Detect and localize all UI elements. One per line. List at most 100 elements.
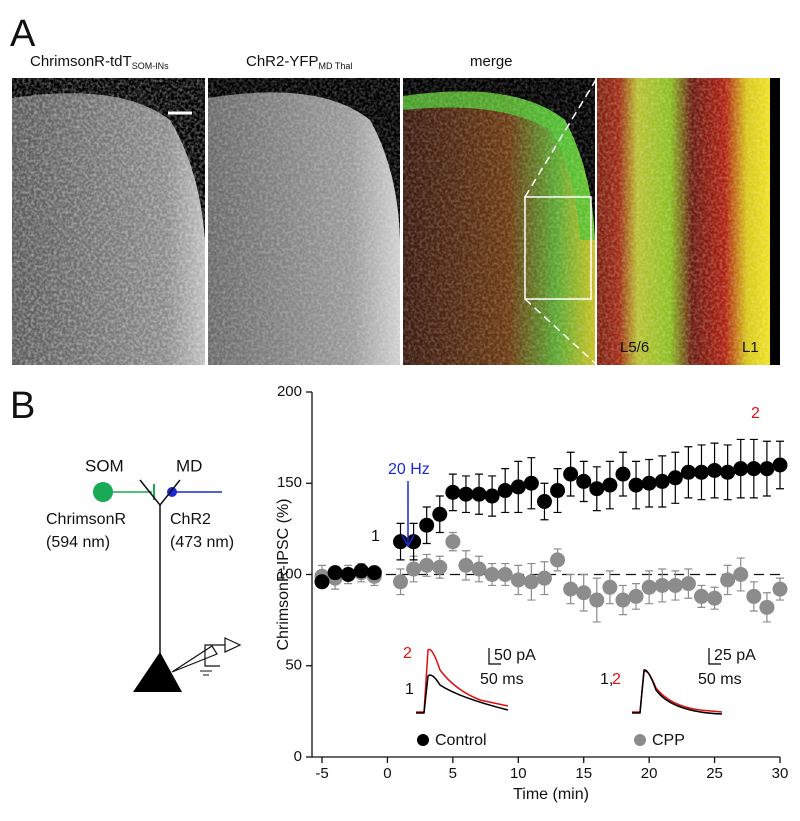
micrograph bbox=[597, 78, 780, 365]
data-point bbox=[707, 462, 723, 478]
data-point bbox=[733, 461, 749, 477]
x-tick-label: 20 bbox=[641, 765, 658, 782]
stimulus-arrow bbox=[401, 481, 415, 548]
data-point bbox=[615, 466, 631, 482]
inset-traces bbox=[416, 648, 723, 715]
data-point bbox=[523, 574, 539, 590]
data-point bbox=[497, 567, 513, 582]
data-point bbox=[419, 557, 435, 573]
data-point bbox=[693, 588, 709, 604]
x-tick-label: 0 bbox=[383, 765, 391, 782]
data-point bbox=[536, 494, 552, 509]
data-point bbox=[523, 475, 539, 491]
data-point bbox=[733, 567, 749, 582]
data-point bbox=[484, 488, 500, 504]
y-tick-label: 150 bbox=[277, 474, 302, 491]
panel-label: A bbox=[10, 13, 36, 55]
timepoint-label: 1 bbox=[371, 528, 380, 545]
opsin-label: ChR2 bbox=[170, 511, 211, 528]
data-point bbox=[484, 567, 500, 582]
x-tick-label: 25 bbox=[706, 765, 723, 782]
data-point bbox=[602, 579, 618, 595]
data-point bbox=[550, 552, 566, 568]
x-tick-label: 10 bbox=[510, 765, 527, 782]
data-point bbox=[615, 592, 631, 608]
cell-label: MD bbox=[176, 456, 202, 475]
data-point bbox=[667, 577, 683, 593]
data-point bbox=[746, 588, 762, 604]
data-point bbox=[432, 506, 448, 522]
data-point bbox=[654, 577, 670, 593]
data-point bbox=[419, 517, 435, 533]
micrograph bbox=[208, 78, 400, 365]
data-point bbox=[720, 464, 736, 480]
data-point bbox=[576, 585, 592, 601]
cell-label: SOM bbox=[85, 456, 124, 475]
data-point bbox=[772, 457, 788, 473]
trace-label: 1 bbox=[405, 681, 414, 698]
panel-label: B bbox=[10, 385, 35, 427]
x-tick-label: 30 bbox=[772, 765, 789, 782]
wavelength-label: (473 nm) bbox=[170, 534, 234, 551]
x-tick-label: -5 bbox=[315, 765, 328, 782]
trace-label: 2 bbox=[403, 645, 412, 662]
data-point bbox=[680, 576, 696, 592]
data-point bbox=[458, 557, 474, 573]
x-tick-label: 15 bbox=[575, 765, 592, 782]
data-point bbox=[759, 599, 775, 615]
data-point bbox=[667, 470, 683, 486]
layer-label: L1 bbox=[742, 339, 759, 356]
data-point bbox=[510, 572, 526, 588]
scale-label: 50 pA bbox=[494, 647, 536, 664]
data-point bbox=[406, 534, 422, 550]
micrograph bbox=[12, 78, 205, 365]
scale-label: 50 ms bbox=[698, 671, 742, 688]
data-point bbox=[393, 574, 409, 590]
stimulus-label: 20 Hz bbox=[388, 461, 430, 478]
data-point bbox=[471, 561, 487, 577]
trace-label: 1, bbox=[600, 671, 613, 688]
data-point bbox=[772, 581, 788, 597]
data-point bbox=[746, 461, 762, 477]
data-point bbox=[340, 567, 356, 582]
data-point bbox=[445, 534, 461, 550]
legend-label: CPP bbox=[652, 732, 685, 749]
data-point bbox=[563, 581, 579, 597]
data-point bbox=[628, 588, 644, 604]
data-point bbox=[680, 464, 696, 480]
data-point bbox=[576, 473, 592, 489]
data-point bbox=[445, 484, 461, 500]
y-tick-label: 100 bbox=[277, 565, 302, 582]
legend-label: Control bbox=[435, 732, 487, 749]
scale-label: 25 pA bbox=[714, 647, 756, 664]
data-point bbox=[693, 464, 709, 480]
timepoint-label: 2 bbox=[751, 405, 760, 422]
data-point bbox=[510, 479, 526, 495]
opsin-label: ChrimsonR bbox=[46, 511, 126, 528]
data-point bbox=[406, 561, 422, 577]
data-point bbox=[314, 574, 330, 590]
data-point bbox=[563, 466, 579, 482]
data-point bbox=[641, 475, 657, 491]
schematic: SOM MD ChrimsonR (594 nm) ChR2 (473 nm) bbox=[46, 456, 242, 692]
data-point bbox=[602, 477, 618, 493]
scale-label: 50 ms bbox=[480, 671, 524, 688]
data-point bbox=[536, 570, 552, 586]
data-point bbox=[366, 565, 382, 581]
image-title: merge bbox=[470, 53, 513, 70]
x-tick-label: 5 bbox=[449, 765, 457, 782]
data-point bbox=[707, 590, 723, 606]
data-point bbox=[589, 481, 605, 497]
data-point bbox=[497, 483, 513, 499]
data-point bbox=[589, 592, 605, 608]
zoom-line bbox=[524, 298, 598, 366]
data-point bbox=[471, 486, 487, 502]
data-point bbox=[327, 565, 343, 581]
y-axis-label: ChrimsonR-IPSC (%) bbox=[275, 498, 292, 650]
data-point bbox=[550, 483, 566, 499]
micrograph bbox=[403, 78, 595, 365]
y-tick-label: 200 bbox=[277, 383, 302, 400]
layer-label: L5/6 bbox=[620, 339, 649, 356]
data-point bbox=[759, 461, 775, 477]
